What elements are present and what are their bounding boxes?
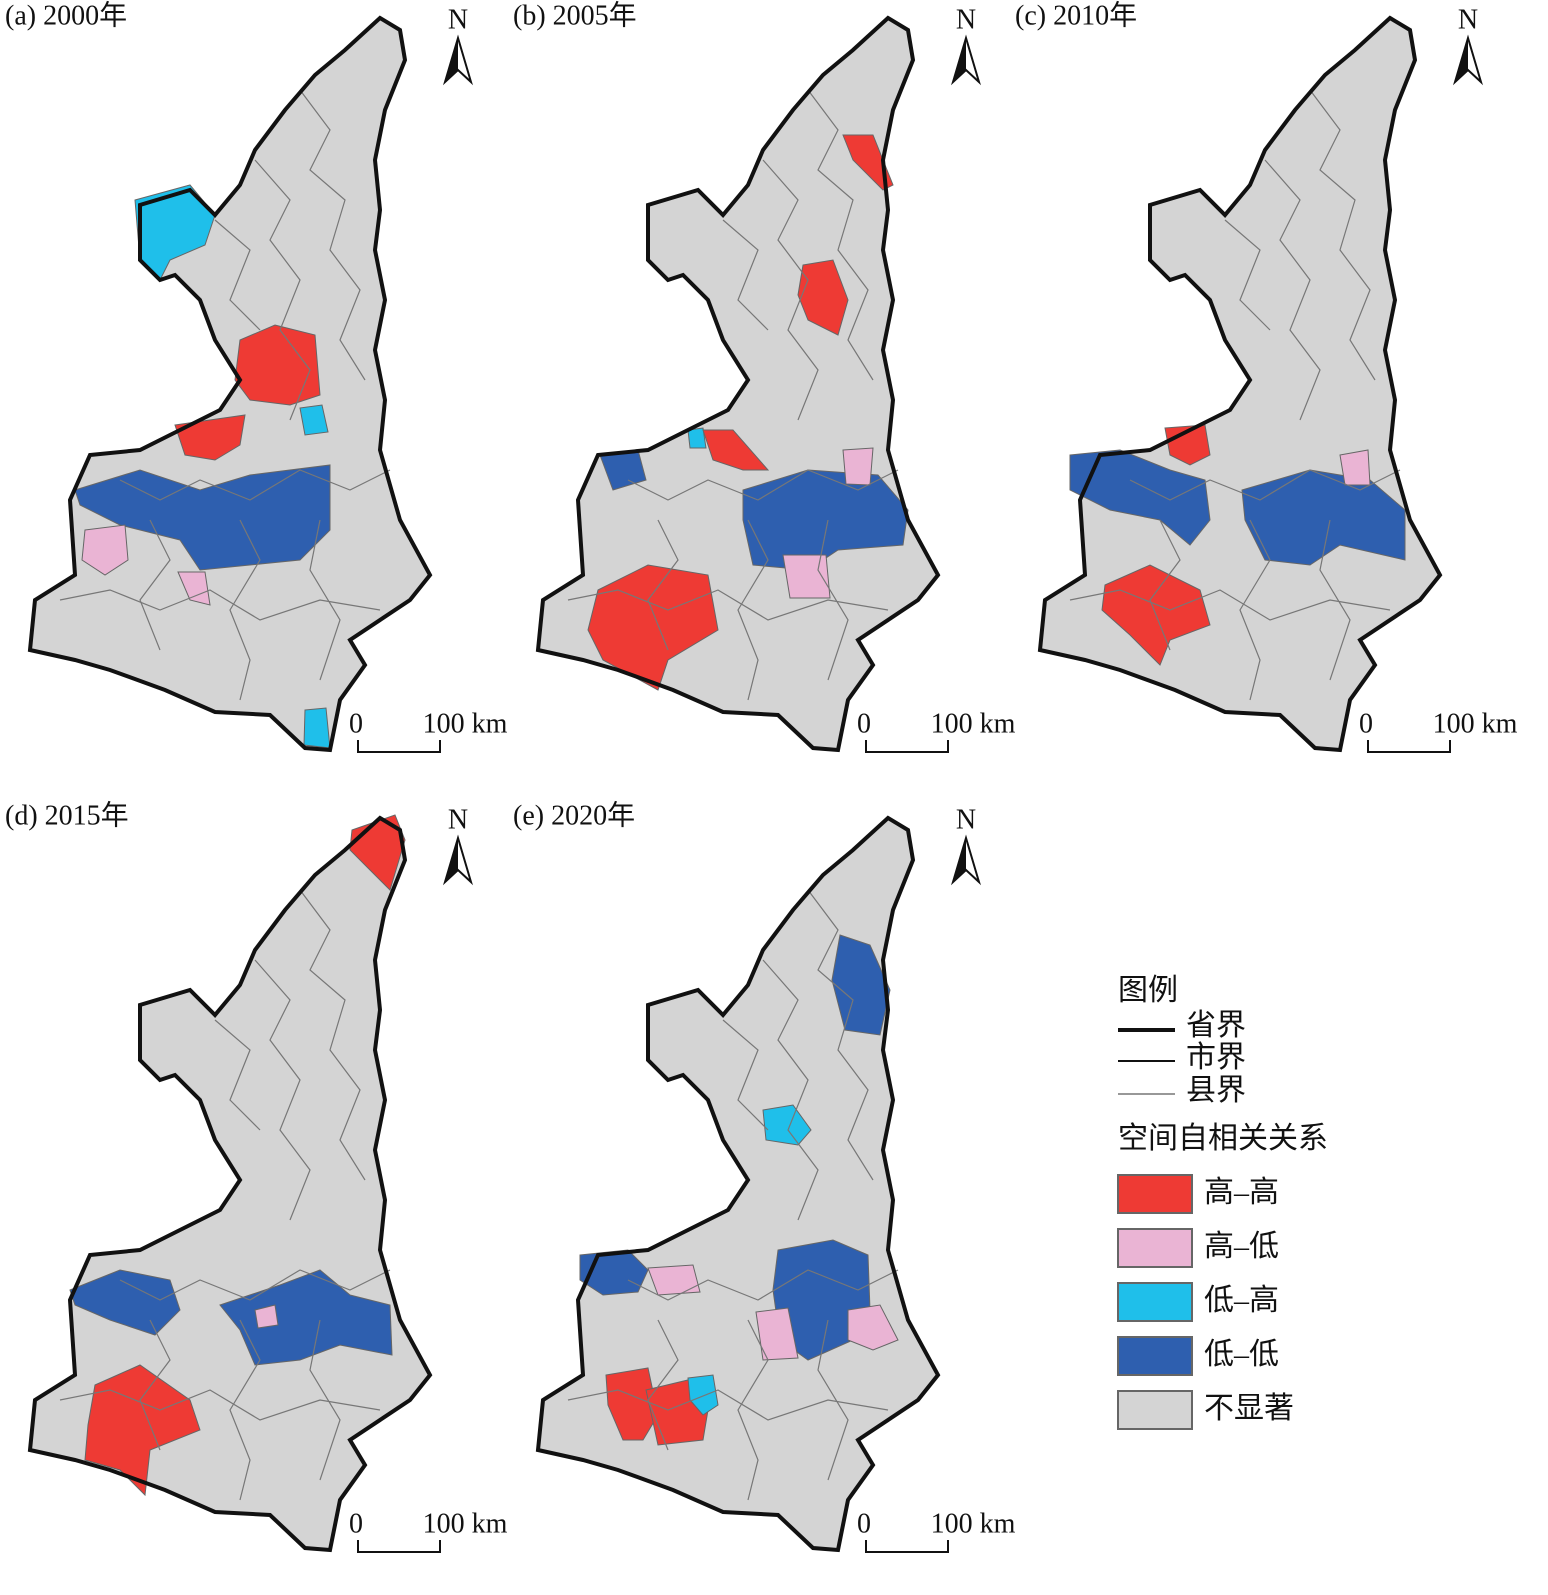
north-label: N [448, 4, 468, 35]
north-arrow-half [445, 838, 458, 882]
region-patch [1069, 449, 1211, 546]
province-area [538, 818, 938, 1550]
region-patch [174, 414, 246, 461]
north-label: N [1458, 4, 1478, 35]
region-patch [254, 1304, 279, 1329]
north-label: N [956, 4, 976, 35]
north-label: N [956, 804, 976, 835]
region-patch [69, 1269, 181, 1336]
region-patch [762, 1104, 812, 1146]
legend-subtitle: 空间自相关关系 [1118, 1122, 1328, 1155]
region-patch [742, 469, 909, 571]
region-patch [702, 429, 770, 471]
legend-label: 高–高 [1204, 1176, 1279, 1209]
region-patch [1241, 469, 1406, 566]
scale-end: 100 km [423, 1508, 508, 1539]
scale-start: 0 [857, 708, 871, 739]
region-patch [1339, 449, 1371, 486]
panel-title: (b) 2005年 [513, 0, 637, 31]
map-panel: (a) 2000年 N 0 100 km [5, 0, 508, 753]
region-patch [84, 1364, 201, 1497]
region-patch [219, 1269, 393, 1366]
panel-title: (c) 2010年 [1015, 0, 1137, 31]
province-area [1040, 18, 1440, 750]
scale-start: 0 [857, 1508, 871, 1539]
scale-end: 100 km [931, 1508, 1016, 1539]
legend-label: 高–低 [1204, 1230, 1279, 1263]
region-patch [842, 134, 894, 191]
panel-title: (a) 2000年 [5, 0, 127, 31]
scale-end: 100 km [423, 708, 508, 739]
scale-bar [865, 740, 949, 753]
legend-title: 图例 [1118, 974, 1178, 1007]
legend-label: 省界 [1186, 1009, 1246, 1042]
region-patch [847, 1304, 899, 1351]
scale-end: 100 km [931, 708, 1016, 739]
scale-end: 100 km [1433, 708, 1518, 739]
region-patch [647, 1264, 701, 1296]
region-patch [303, 707, 331, 749]
region-patch [299, 404, 329, 436]
scale-bar [1367, 740, 1451, 753]
scale-start: 0 [1359, 708, 1373, 739]
region-patch [687, 427, 707, 449]
legend-label: 县界 [1186, 1074, 1246, 1107]
region-patch [782, 554, 831, 599]
legend-label: 低–低 [1204, 1338, 1279, 1371]
legend-swatch [1117, 1282, 1193, 1322]
scale-bar [357, 740, 441, 753]
scale-start: 0 [349, 708, 363, 739]
map-panel: (c) 2010年 N 0 100 km [1015, 0, 1518, 753]
legend-label: 不显著 [1204, 1392, 1294, 1425]
region-patch [605, 1367, 659, 1441]
region-patch [234, 324, 321, 406]
region-patch [797, 259, 849, 336]
north-arrow-half [953, 838, 966, 882]
north-arrow-half [953, 38, 966, 82]
legend-swatch [1117, 1174, 1193, 1214]
map-panel: (b) 2005年 N 0 100 km [513, 0, 1016, 753]
map-panel: (d) 2015年 N 0 100 km [5, 799, 508, 1553]
legend-swatch [1117, 1336, 1193, 1376]
panel-title: (e) 2020年 [513, 799, 635, 831]
scale-start: 0 [349, 1508, 363, 1539]
panel-title: (d) 2015年 [5, 799, 129, 831]
region-patch [842, 447, 874, 486]
province-area [30, 18, 430, 750]
map-panels: (a) 2000年 N0 100 km(b) 2005年 N0 100 km(c) 20… [5, 0, 1518, 1553]
legend-swatch [1117, 1228, 1193, 1268]
north-label: N [448, 804, 468, 835]
legend-swatch [1117, 1390, 1193, 1430]
legend-label: 低–高 [1204, 1284, 1279, 1317]
region-patch [687, 1374, 719, 1416]
region-patch [831, 934, 891, 1036]
region-patch [177, 571, 211, 606]
region-patch [81, 524, 129, 576]
north-arrow-half [445, 38, 458, 82]
map-panel: (e) 2020年 N 0 100 km [513, 799, 1016, 1553]
legend-label: 市界 [1186, 1041, 1246, 1074]
scale-bar [865, 1540, 949, 1553]
north-arrow-half [1455, 38, 1468, 82]
region-patch [587, 564, 719, 691]
scale-bar [357, 1540, 441, 1553]
